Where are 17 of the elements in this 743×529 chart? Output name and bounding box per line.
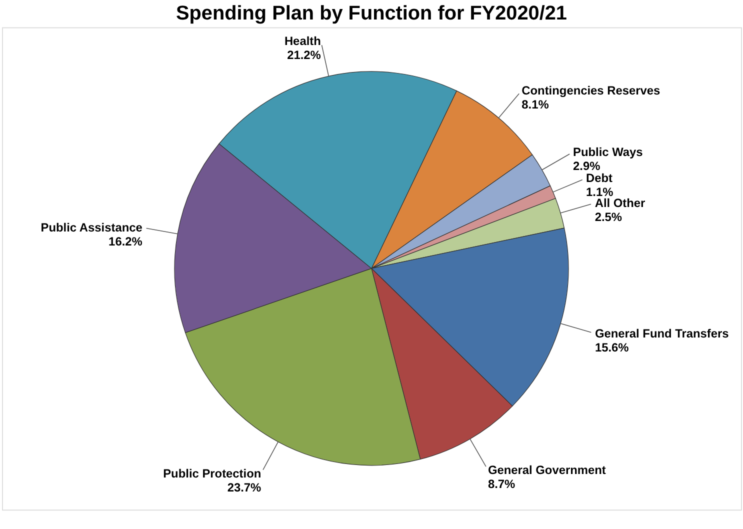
slice-label: General Fund Transfers	[594, 326, 730, 341]
data-label: 2.9%	[573, 158, 601, 173]
data-label: 8.1%	[522, 98, 550, 112]
slice-label: Health	[284, 34, 321, 48]
slice-label: Debt	[586, 171, 613, 186]
slice-label: Contingencies Reserves	[522, 84, 661, 98]
data-label: 21.2%	[287, 48, 322, 62]
data-label: 15.6%	[594, 340, 630, 354]
slice-label: Public Ways	[573, 144, 644, 159]
data-label: 23.7%	[227, 480, 262, 494]
chart-title: Spending Plan by Function for FY2020/21	[176, 2, 567, 24]
slice-label: Public Assistance	[40, 220, 143, 235]
data-label: 2.5%	[594, 210, 622, 224]
data-label: 8.7%	[488, 476, 516, 491]
data-label: 16.2%	[108, 234, 143, 248]
slice-label: General Government	[488, 462, 606, 477]
slice-label: Public Protection	[163, 466, 262, 480]
